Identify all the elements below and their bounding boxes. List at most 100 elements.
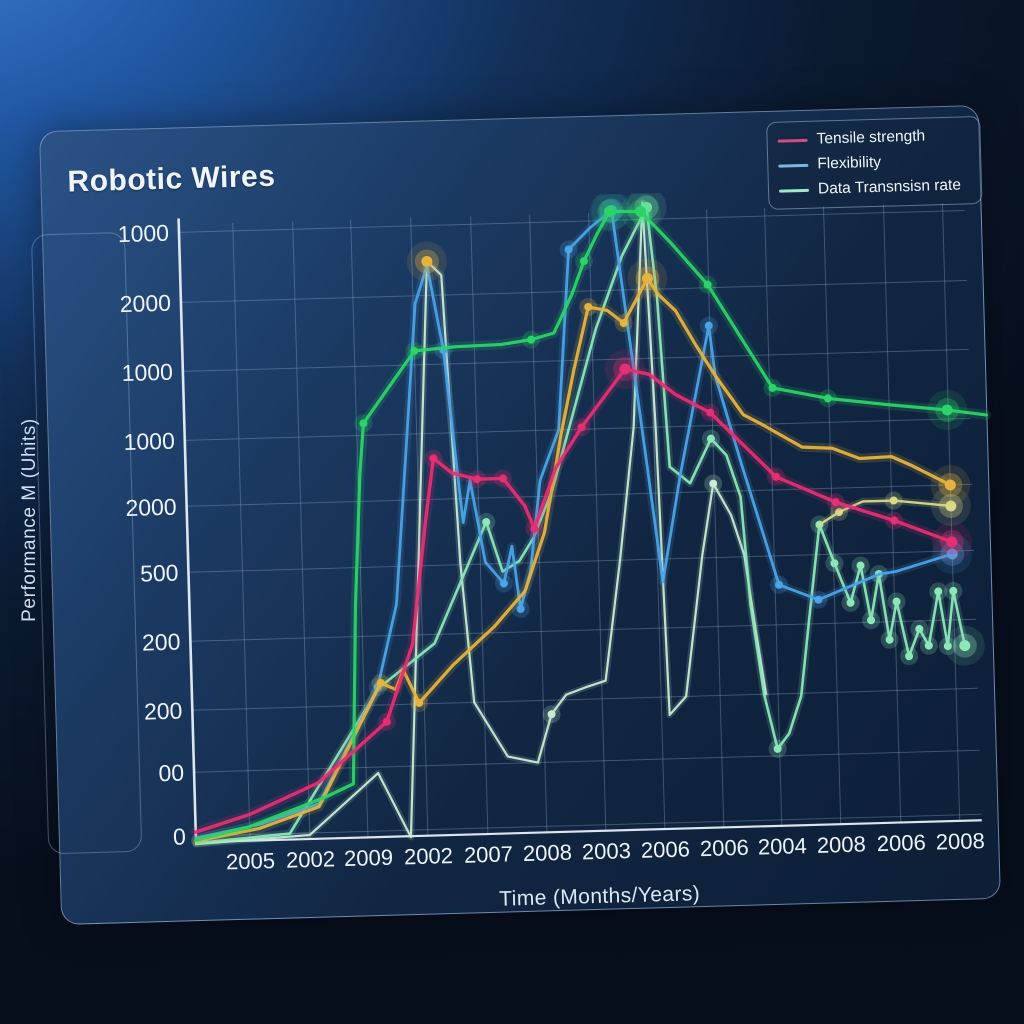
y-tick-label: 200 <box>142 629 181 656</box>
data-point <box>704 321 713 330</box>
data-point <box>823 394 832 403</box>
gridline-vertical <box>882 204 902 823</box>
y-tick-label: 500 <box>140 560 179 587</box>
gridline-horizontal <box>178 209 965 233</box>
gridline-vertical <box>232 222 251 841</box>
gridline-horizontal <box>192 687 979 711</box>
legend-label: Tensile strength <box>816 127 926 148</box>
data-point <box>703 280 712 289</box>
data-point-highlight <box>619 363 631 375</box>
data-point <box>472 475 481 484</box>
legend-item-flexibility[interactable]: Flexibility <box>778 151 970 174</box>
y-axis-line <box>177 218 198 843</box>
data-point <box>814 595 823 604</box>
series-seafoam-zigzag-line <box>194 206 967 845</box>
data-point <box>499 579 508 588</box>
x-tick-label: 2009 <box>344 845 394 871</box>
y-axis-title: Performance M (Uhits) <box>19 418 40 622</box>
data-point-highlight <box>946 548 958 560</box>
series-khaki-flat-line <box>818 499 953 526</box>
data-point <box>890 516 899 525</box>
legend-item-tensile-strength[interactable]: Tensile strength <box>777 126 969 149</box>
data-point <box>867 616 876 625</box>
gridline-horizontal <box>184 417 971 441</box>
data-point <box>579 257 588 266</box>
data-point-highlight <box>421 256 433 268</box>
data-point <box>527 335 536 344</box>
data-point <box>359 419 368 428</box>
line-chart: 1000 2000 1000 1000 2000 500 200 200 00 0 2005 2002… <box>40 106 992 874</box>
data-point <box>706 408 715 417</box>
data-point <box>498 474 507 483</box>
x-tick-label: 2008 <box>523 840 573 866</box>
data-point-highlight <box>959 640 971 652</box>
data-point <box>830 559 839 568</box>
data-point <box>415 698 424 707</box>
gridline-horizontal <box>190 618 977 642</box>
data-point <box>410 346 419 355</box>
data-point <box>892 597 901 606</box>
data-point <box>772 472 781 481</box>
y-tick-label: 00 <box>158 759 184 786</box>
x-tick-label: 2002 <box>404 843 454 869</box>
data-point <box>516 605 525 614</box>
data-point-highlight <box>604 205 616 217</box>
data-point-highlight <box>945 500 957 512</box>
legend-label: Flexibility <box>817 153 882 173</box>
y-tick-label: 2000 <box>125 494 177 521</box>
x-tick-label: 2005 <box>226 848 276 874</box>
data-point <box>429 454 438 463</box>
data-point <box>547 710 556 719</box>
data-point <box>856 561 865 570</box>
y-tick-label: 0 <box>173 823 187 849</box>
gridline-horizontal <box>194 749 980 773</box>
page-title: Robotic Wires <box>67 159 276 199</box>
data-point-highlight <box>946 536 958 548</box>
data-point <box>943 642 952 651</box>
x-axis-line <box>195 819 982 844</box>
chart-panel: Robotic Wires Tensile strength Flexibili… <box>30 105 1001 925</box>
gridline-vertical <box>292 221 311 840</box>
series-tensile-strength-line <box>194 367 954 834</box>
series-pale-spike-line <box>194 201 768 846</box>
gridline-vertical <box>588 212 607 831</box>
x-tick-label: 2006 <box>700 835 750 861</box>
data-point <box>934 587 943 596</box>
x-tick-label: 2008 <box>935 828 985 854</box>
data-point <box>376 678 385 687</box>
data-point-highlight <box>641 272 653 284</box>
data-point <box>706 434 715 443</box>
series-orange-line <box>194 276 952 843</box>
gridline-vertical <box>706 209 725 828</box>
data-point <box>775 580 784 589</box>
x-tick-label: 2006 <box>876 830 926 856</box>
x-tick-label: 2008 <box>817 831 867 857</box>
data-point <box>768 383 777 392</box>
x-tick-label: 2003 <box>582 838 632 864</box>
data-point <box>924 641 933 650</box>
series-flexibility-line <box>194 208 954 840</box>
data-point <box>482 517 491 526</box>
data-point <box>905 652 914 661</box>
gridline-vertical <box>647 211 666 830</box>
y-tick-label: 1000 <box>123 428 175 455</box>
data-point <box>564 245 573 254</box>
y-tick-label: 1000 <box>121 359 173 386</box>
x-tick-label: 2004 <box>758 833 808 859</box>
y-tick-label: 1000 <box>117 220 169 247</box>
data-point <box>577 423 586 432</box>
data-point-highlight <box>635 206 647 218</box>
legend-swatch-tensile <box>777 138 808 143</box>
data-point <box>885 635 894 644</box>
data-point <box>835 508 844 517</box>
data-point <box>773 744 782 753</box>
x-tick-label: 2002 <box>286 846 336 872</box>
data-point <box>382 717 391 726</box>
x-tick-label: 2006 <box>641 836 691 862</box>
data-point <box>831 498 840 507</box>
data-point <box>584 303 593 312</box>
gridline-vertical <box>941 203 961 821</box>
data-point <box>846 598 855 607</box>
data-point <box>619 319 628 328</box>
